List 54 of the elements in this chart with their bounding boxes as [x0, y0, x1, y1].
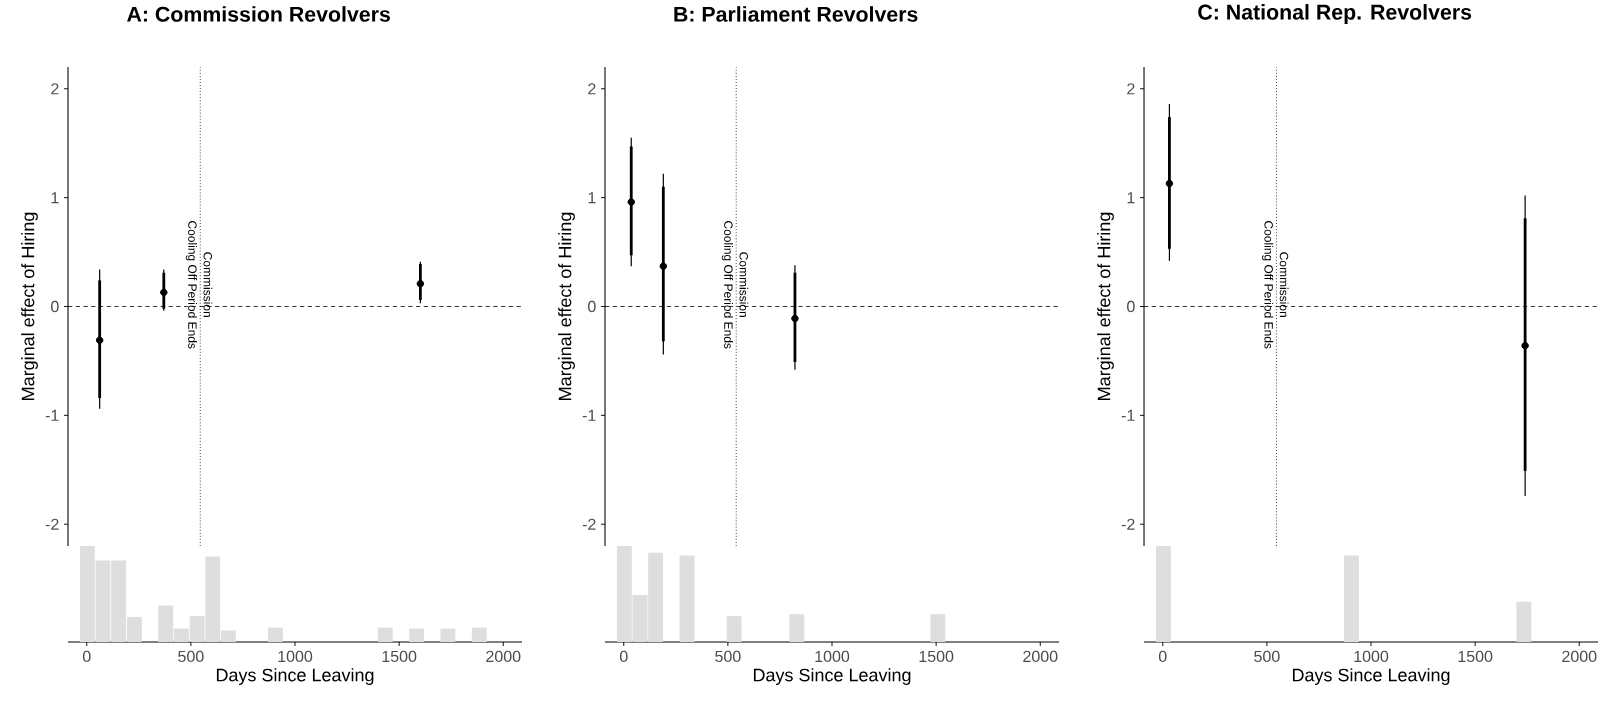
x-tick-label: 2000 [1562, 650, 1597, 663]
x-axis-title: Days Since Leaving [1292, 668, 1450, 685]
bar [440, 628, 456, 642]
x-tick-label: 0 [619, 650, 628, 663]
x-tick-label: 500 [1254, 650, 1280, 663]
x-tick-label: 1500 [919, 650, 954, 663]
annotation: Cooling Off Period Ends [1262, 221, 1274, 349]
y-tick-label: -1 [45, 409, 59, 421]
bar [471, 627, 487, 642]
y-tick-label: 0 [1127, 300, 1135, 313]
y-tick-label: 0 [588, 300, 596, 313]
x-tick-label: 1000 [815, 650, 850, 663]
annotation: Cooling Off Period Ends [721, 221, 733, 349]
y-tick-label: -2 [582, 518, 596, 530]
x-tick-label: 1500 [1458, 650, 1493, 663]
y-tick-label: 1 [588, 192, 596, 204]
y-tick-label: -2 [1121, 518, 1135, 530]
ref-line-label: Commission [739, 252, 749, 317]
annotation: Cooling Off Period Ends [185, 221, 197, 349]
x-tick-label: 0 [82, 650, 91, 663]
x-tick-label: 2000 [486, 650, 521, 663]
y-axis-title: Marginal effect of Hiring [1097, 212, 1114, 400]
y-tick-label: -2 [45, 518, 59, 530]
bar [267, 627, 283, 642]
x-tick-label: 0 [1158, 650, 1167, 663]
ref-line-label: Commission [1279, 252, 1289, 317]
y-axis-title: Marginal effect of Hiring [558, 212, 575, 400]
y-tick-label: 2 [1127, 83, 1135, 95]
y-tick-label: -1 [1121, 409, 1135, 421]
bar [409, 628, 425, 642]
x-axis-title: Days Since Leaving [753, 668, 911, 685]
bar [789, 614, 805, 642]
x-axis-title: Days Since Leaving [216, 668, 374, 685]
x-tick-label: 2000 [1023, 650, 1058, 663]
bar [679, 555, 695, 642]
chart-title: C: National Rep. Revolvers [1198, 4, 1472, 24]
y-axis-title: Marginal effect of Hiring [21, 212, 38, 400]
y-tick-label: -1 [582, 409, 596, 421]
x-tick-label: 1000 [278, 650, 313, 663]
x-tick-label: 500 [178, 650, 204, 663]
y-tick-label: 1 [51, 192, 59, 204]
bar [930, 614, 946, 642]
ref-line-label: Commission [203, 252, 213, 317]
y-tick-label: 2 [588, 83, 596, 95]
chart-title: A: Commission Revolvers [127, 6, 390, 22]
bar [726, 616, 742, 642]
y-tick-label: 2 [51, 83, 59, 95]
x-tick-label: 500 [715, 650, 741, 663]
y-tick-label: 0 [51, 300, 59, 313]
y-tick-label: 1 [1127, 192, 1135, 204]
x-tick-label: 1500 [382, 650, 417, 663]
x-tick-label: 1000 [1354, 650, 1389, 663]
bar [377, 627, 393, 642]
chart-title: B: Parliament Revolvers [674, 6, 918, 22]
